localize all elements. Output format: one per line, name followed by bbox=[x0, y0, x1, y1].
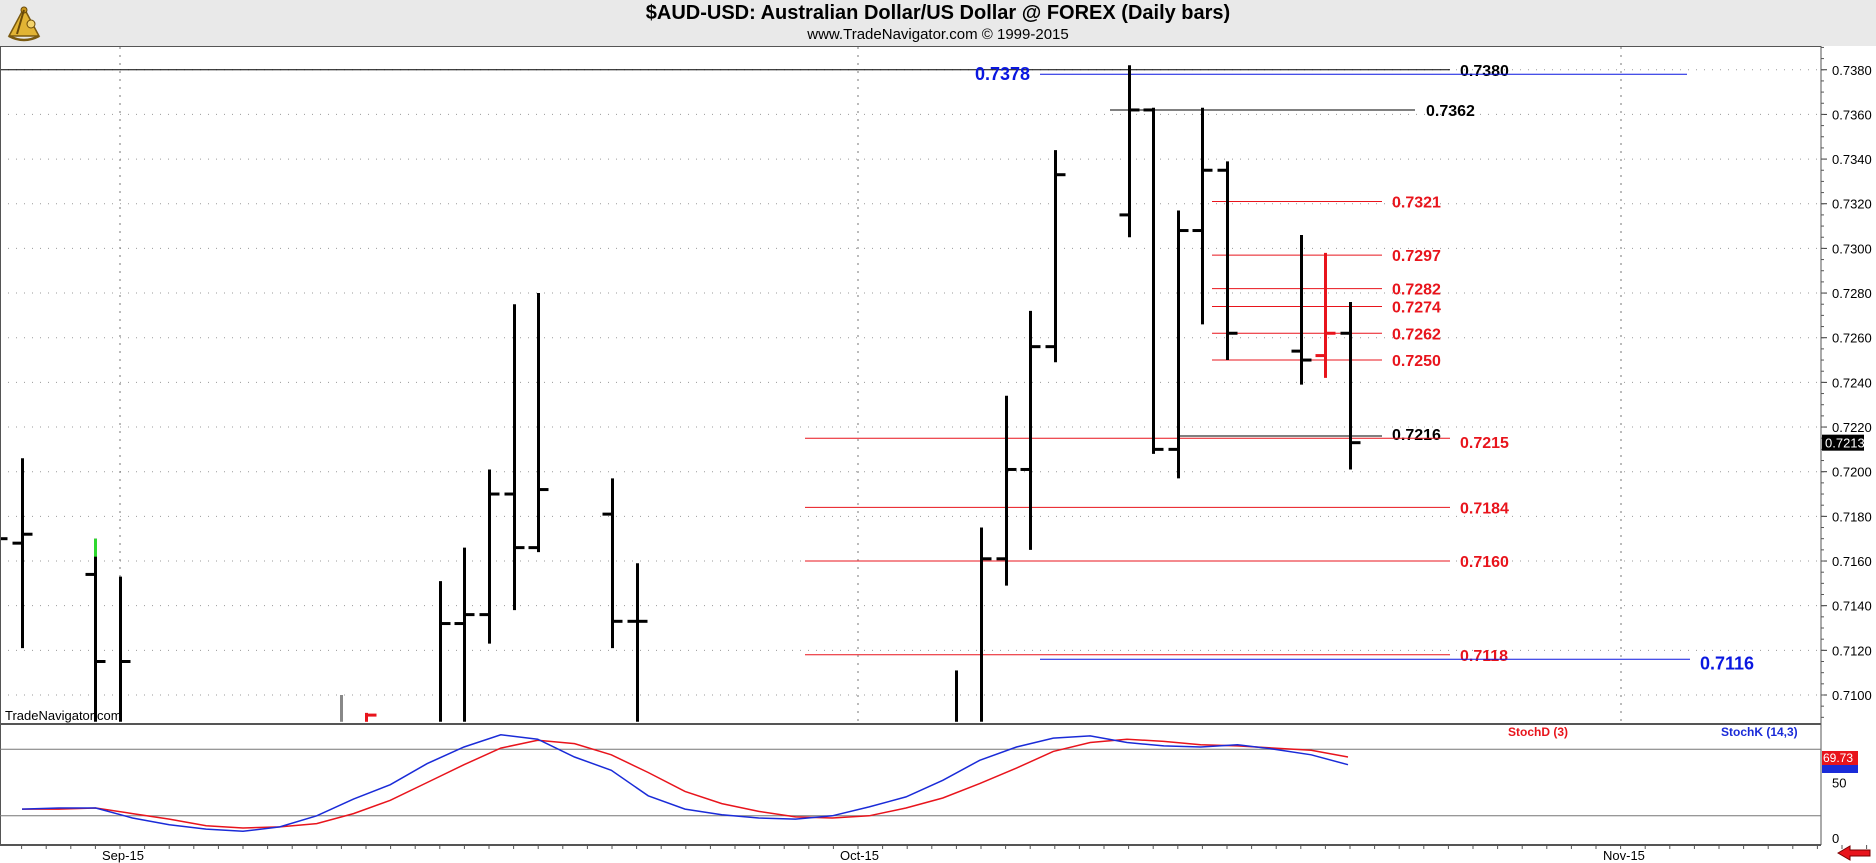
level-label: 0.7160 bbox=[1460, 554, 1509, 571]
stochastic-y-label: 0 bbox=[1832, 831, 1839, 846]
y-tick-label: 0.7280 bbox=[1832, 286, 1872, 301]
y-tick-label: 0.7180 bbox=[1832, 509, 1872, 524]
stoch-d-last-label: 69.73 bbox=[1823, 751, 1853, 765]
price-panel-frame bbox=[0, 46, 1822, 724]
support-resistance-levels: 0.73800.73780.73620.73210.72970.72820.72… bbox=[0, 63, 1754, 673]
level-label: 0.7215 bbox=[1460, 435, 1509, 452]
stochastic-panel: 50 0 StochD (3) StochK (14,3) 69.73 bbox=[0, 724, 1858, 846]
stoch-d-line bbox=[22, 738, 1349, 829]
y-tick-label: 0.7300 bbox=[1832, 241, 1872, 256]
axes: 0.7100 0.7120 0.7140 0.7160 0.7180 0.7200 0.72… bbox=[0, 46, 1872, 863]
stoch-k-line bbox=[21, 734, 1349, 833]
level-label: 0.7262 bbox=[1392, 326, 1441, 343]
scroll-left-arrow-icon[interactable] bbox=[1836, 845, 1872, 861]
stoch-d-legend: StochD (3) bbox=[1508, 725, 1568, 739]
level-label: 0.7362 bbox=[1426, 103, 1475, 120]
y-tick-label: 0.7340 bbox=[1832, 152, 1872, 167]
y-tick-label: 0.7120 bbox=[1832, 643, 1872, 658]
chart-subtitle: www.TradeNavigator.com © 1999-2015 bbox=[807, 26, 1069, 43]
y-tick-label: 0.7240 bbox=[1832, 375, 1872, 390]
level-label: 0.7184 bbox=[1460, 500, 1509, 517]
level-label: 0.7321 bbox=[1392, 195, 1441, 212]
watermark: TradeNavigator.com bbox=[5, 708, 122, 723]
level-label: 0.7274 bbox=[1392, 299, 1441, 316]
chart-header bbox=[0, 0, 1876, 46]
sextant-logo-icon bbox=[7, 6, 41, 42]
y-tick-label: 0.7260 bbox=[1832, 331, 1872, 346]
chart-title: $AUD-USD: Australian Dollar/US Dollar @ … bbox=[645, 2, 1231, 24]
level-label: 0.7118 bbox=[1460, 648, 1508, 665]
level-label: 0.7378 bbox=[975, 64, 1030, 84]
level-label: 0.7216 bbox=[1392, 427, 1441, 444]
level-label: 0.7116 bbox=[1700, 653, 1754, 673]
price-bars bbox=[0, 65, 1361, 722]
stochastic-y-label: 50 bbox=[1832, 776, 1846, 791]
x-tick-label: Oct-15 bbox=[840, 848, 879, 863]
stoch-d-last-marker bbox=[1822, 751, 1858, 765]
x-tick-label: Nov-15 bbox=[1603, 848, 1645, 863]
stoch-k-last-marker bbox=[1822, 765, 1858, 773]
stoch-k-legend: StochK (14,3) bbox=[1721, 725, 1798, 739]
y-tick-label: 0.7140 bbox=[1832, 599, 1872, 614]
level-label: 0.7250 bbox=[1392, 353, 1441, 370]
x-tick-label: Sep-15 bbox=[102, 848, 144, 863]
level-label: 0.7282 bbox=[1392, 282, 1441, 299]
y-tick-label: 0.7360 bbox=[1832, 107, 1872, 122]
y-tick-label: 0.7220 bbox=[1832, 420, 1872, 435]
y-tick-label: 0.7200 bbox=[1832, 465, 1872, 480]
y-tick-label: 0.7160 bbox=[1832, 554, 1872, 569]
level-label: 0.7297 bbox=[1392, 248, 1441, 265]
last-price-label: 0.7213 bbox=[1825, 436, 1865, 451]
y-tick-label: 0.7380 bbox=[1832, 63, 1872, 78]
y-tick-label: 0.7320 bbox=[1832, 197, 1872, 212]
last-price-marker bbox=[1822, 434, 1864, 451]
y-tick-label: 0.7100 bbox=[1832, 688, 1872, 703]
level-label: 0.7380 bbox=[1460, 63, 1509, 80]
